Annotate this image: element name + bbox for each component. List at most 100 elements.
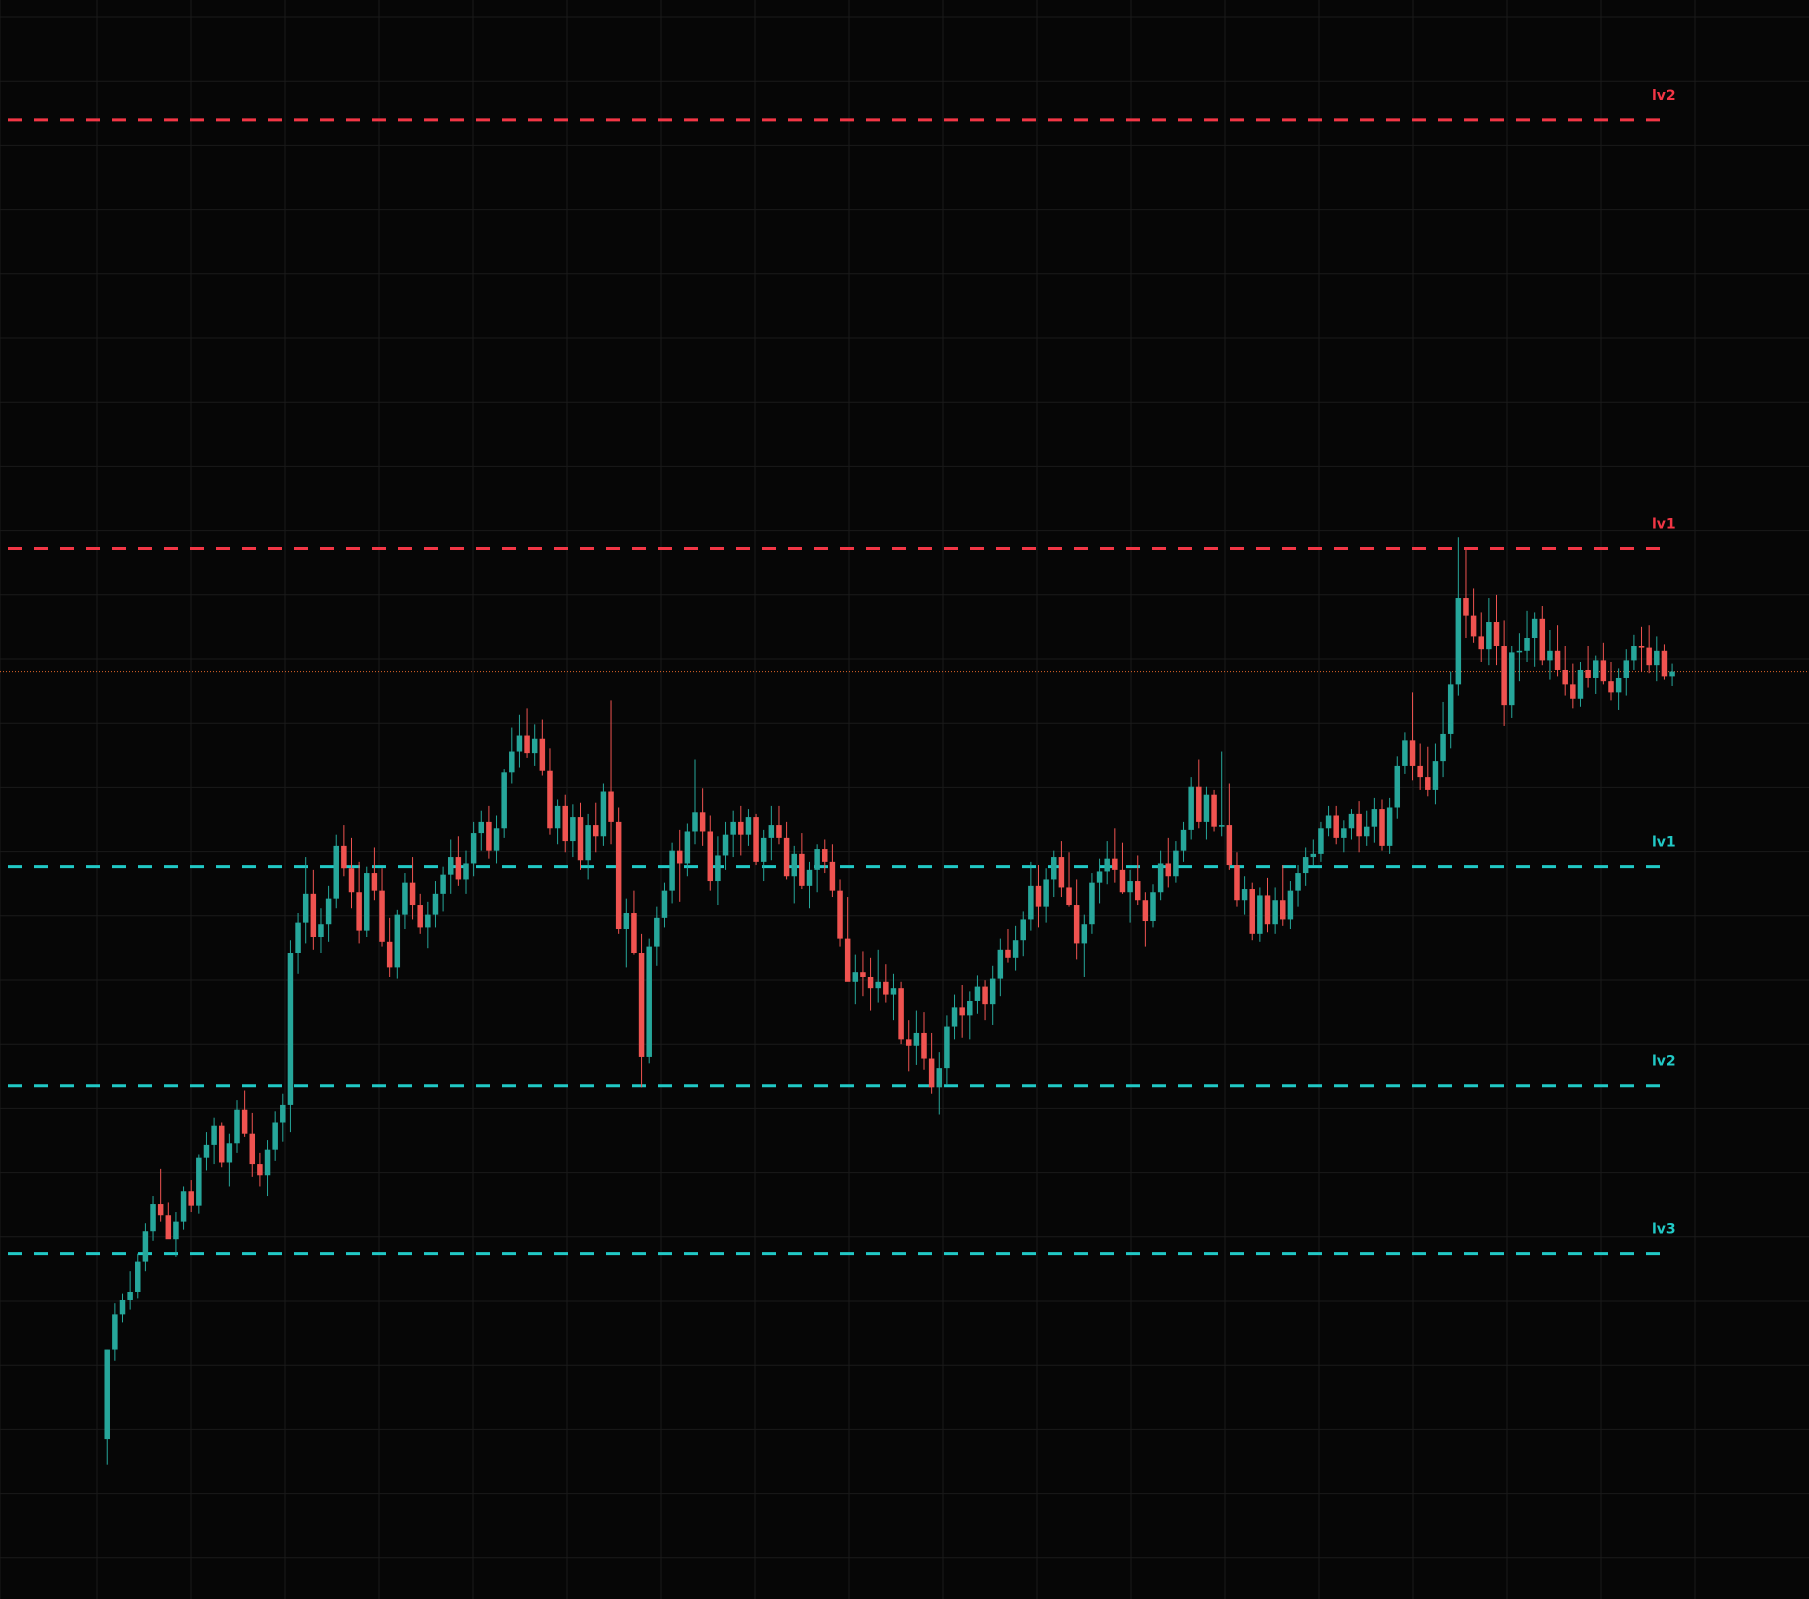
candle: [241, 1090, 248, 1137]
candle-body: [196, 1157, 202, 1206]
candle: [1081, 914, 1088, 977]
candle-body: [1073, 905, 1080, 944]
candle: [1272, 887, 1278, 934]
candle-body: [1096, 871, 1103, 883]
candle: [1318, 821, 1324, 862]
candle: [1012, 925, 1019, 971]
candle: [1096, 858, 1103, 904]
candle: [432, 881, 439, 928]
candle-body: [1631, 645, 1637, 661]
candle: [1073, 879, 1080, 960]
candles: [104, 537, 1675, 1465]
candle: [1165, 837, 1172, 888]
candle: [967, 991, 973, 1040]
candle-body: [104, 1349, 110, 1440]
candle: [1035, 865, 1042, 928]
level-label-support-lv3: lv3: [1652, 1222, 1676, 1238]
candle: [959, 984, 965, 1038]
candle: [1608, 661, 1614, 701]
candle: [654, 906, 660, 966]
level-label-support-lv2: lv2: [1652, 1054, 1676, 1070]
candle: [875, 949, 881, 1003]
candle-body: [1493, 622, 1500, 646]
candle: [905, 1020, 912, 1072]
candle: [1089, 873, 1095, 934]
candle-body: [974, 986, 981, 1001]
candle: [173, 1212, 179, 1257]
candle: [356, 861, 362, 944]
candle-body: [1341, 828, 1347, 838]
candle-body: [280, 1104, 286, 1123]
candle: [1043, 868, 1049, 923]
candle-body: [814, 849, 820, 870]
candle: [1257, 887, 1263, 942]
candle-body: [1547, 650, 1553, 661]
candle-body: [1257, 895, 1263, 934]
candle: [1287, 881, 1294, 930]
candle: [577, 802, 584, 870]
candle: [1554, 625, 1561, 677]
candle: [1157, 850, 1164, 901]
candle-body: [1218, 825, 1225, 827]
candle-body: [1051, 857, 1057, 880]
candle: [722, 821, 729, 870]
candle-body: [1501, 645, 1507, 706]
candle-body: [638, 953, 645, 1057]
level-label-resistance-lv2: lv2: [1652, 88, 1676, 104]
candle-body: [1310, 853, 1317, 858]
candle-body: [1654, 650, 1660, 666]
candle-body: [913, 1032, 920, 1046]
candle: [524, 708, 530, 758]
candle-body: [1226, 825, 1233, 866]
candle: [615, 807, 622, 934]
candle-body: [1486, 622, 1492, 650]
candle: [509, 727, 515, 784]
level-label-resistance-lv1: lv1: [1652, 516, 1676, 532]
candle: [1020, 911, 1026, 957]
candle: [1394, 756, 1401, 819]
candle-body: [302, 893, 309, 923]
candle: [196, 1154, 202, 1214]
candle-body: [944, 1026, 950, 1069]
candle-body: [310, 893, 317, 938]
candle-body: [875, 981, 881, 989]
candle-body: [631, 913, 637, 954]
candle: [753, 813, 759, 866]
candle-body: [623, 913, 630, 930]
candle-body: [562, 805, 568, 842]
candle-body: [1455, 598, 1462, 685]
candle: [234, 1100, 240, 1153]
candle: [852, 954, 859, 1005]
candle: [417, 893, 423, 934]
candle-body: [1165, 863, 1172, 877]
candle: [493, 815, 500, 864]
candle: [516, 714, 523, 768]
candle-body: [989, 978, 996, 1005]
candle-body: [341, 845, 347, 869]
candle-body: [669, 850, 675, 891]
candle: [898, 981, 904, 1045]
candle-body: [1211, 794, 1217, 827]
candle: [997, 938, 1004, 997]
candle-body: [1463, 598, 1469, 616]
candle-body: [486, 821, 492, 851]
candle: [1470, 588, 1477, 643]
candle-body: [287, 953, 294, 1105]
candle: [1379, 799, 1385, 851]
candle: [1348, 809, 1355, 840]
candle-body: [1554, 650, 1561, 670]
candle: [1570, 663, 1576, 709]
candle: [325, 885, 332, 942]
candle-body: [676, 850, 683, 864]
candle-body: [776, 825, 782, 838]
candle-body: [165, 1215, 172, 1240]
candle-body: [1371, 809, 1378, 827]
candle-body: [394, 914, 401, 968]
candle: [1295, 865, 1301, 907]
candle-body: [417, 905, 423, 928]
candle-body: [547, 770, 553, 829]
candle: [890, 973, 897, 1021]
candle-body: [1157, 863, 1164, 893]
